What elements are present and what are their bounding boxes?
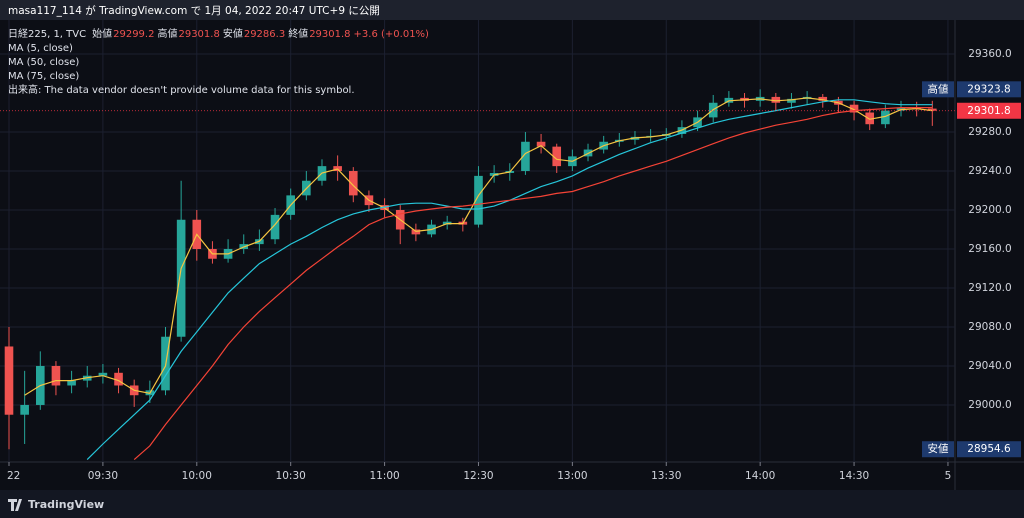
- candle-body: [4, 346, 14, 415]
- legend-text: 安値: [223, 27, 243, 40]
- x-tick-label: 14:00: [745, 470, 775, 482]
- price-marker-value: 28954.6: [967, 443, 1011, 455]
- legend-text: 29301.8: [178, 29, 219, 40]
- published-line: masa117_114 が TradingView.com で 1月 04, 2…: [8, 4, 380, 17]
- marker-label-box: [922, 81, 954, 98]
- brand-logo: [8, 499, 22, 511]
- x-tick-label: 14:30: [839, 470, 869, 482]
- ma-line: [24, 97, 933, 396]
- marker-label-box: [922, 441, 954, 458]
- candle-body: [536, 141, 546, 147]
- volume-note: 出来高: The data vendor doesn't provide vol…: [8, 83, 355, 96]
- candle-body: [176, 219, 186, 337]
- candle-body: [849, 104, 859, 113]
- candle-body: [474, 175, 483, 225]
- candle-body: [20, 404, 29, 415]
- price-marker-box: [957, 81, 1021, 98]
- x-tick-label: 13:00: [557, 470, 587, 482]
- legend: 日経225, 1, TVC 始値 29299.2 高値 29301.8 安値 29286.3…: [8, 27, 429, 96]
- y-tick-label: 29200.0: [968, 204, 1011, 216]
- legend-text: 始値: [92, 27, 112, 40]
- price-marker-box: [957, 441, 1021, 458]
- candle-body: [818, 96, 828, 101]
- candle-body: [270, 214, 280, 240]
- x-tick-label: 13:30: [651, 470, 681, 482]
- y-tick-label: 29000.0: [968, 399, 1011, 411]
- candle-body: [51, 365, 61, 386]
- candle-body: [98, 372, 108, 376]
- candle-body: [865, 112, 875, 125]
- candle-body: [348, 171, 358, 196]
- candle-body: [552, 146, 562, 167]
- header-bar: [0, 0, 1024, 20]
- x-tick-label: 09:30: [88, 470, 118, 482]
- y-tick-label: 29360.0: [968, 48, 1011, 60]
- price-marker-value: 29323.8: [967, 83, 1010, 95]
- legend-entry: MA (75, close): [8, 71, 79, 82]
- x-tick-label: 10:30: [276, 470, 306, 482]
- candle-body: [787, 98, 796, 103]
- legend-text: 終値: [288, 27, 308, 40]
- y-tick-label: 29120.0: [968, 282, 1011, 294]
- y-tick-label: 29160.0: [968, 243, 1011, 255]
- legend-text: 29301.8: [309, 29, 350, 40]
- legend-text: 高値: [157, 27, 177, 40]
- y-tick-label: 29080.0: [968, 321, 1011, 333]
- x-tick-label: 11:00: [369, 470, 399, 482]
- y-tick-label: 29040.0: [968, 360, 1011, 372]
- marker-label: 高値: [928, 82, 949, 95]
- plot-area: [0, 20, 955, 462]
- x-tick-label: 12:30: [463, 470, 493, 482]
- candle-body: [67, 380, 76, 386]
- legend-entry: MA (5, close): [8, 43, 73, 54]
- candle-body: [881, 110, 890, 125]
- price-marker-box: [957, 102, 1021, 119]
- price-marker-value: 29301.8: [967, 105, 1010, 117]
- legend-text: +3.6 (+0.01%): [354, 29, 430, 40]
- x-tick-label: 22: [7, 470, 20, 482]
- y-tick-label: 29280.0: [968, 126, 1011, 138]
- legend-text: 日経225, 1, TVC: [8, 27, 86, 40]
- x-tick-label: 5: [945, 470, 952, 482]
- candle-body: [771, 96, 781, 103]
- candle-body: [928, 108, 937, 111]
- candle-body: [114, 372, 123, 386]
- ma-line: [133, 107, 933, 461]
- candle-body: [521, 141, 530, 172]
- marker-label: 安値: [928, 442, 949, 455]
- x-tick-label: 10:00: [182, 470, 212, 482]
- legend-text: 29286.3: [244, 29, 285, 40]
- brand-name: TradingView: [28, 498, 104, 511]
- footer-bar: [0, 490, 1024, 518]
- legend-entry: MA (50, close): [8, 57, 79, 68]
- legend-text: 29299.2: [113, 29, 154, 40]
- y-tick-label: 29240.0: [968, 165, 1011, 177]
